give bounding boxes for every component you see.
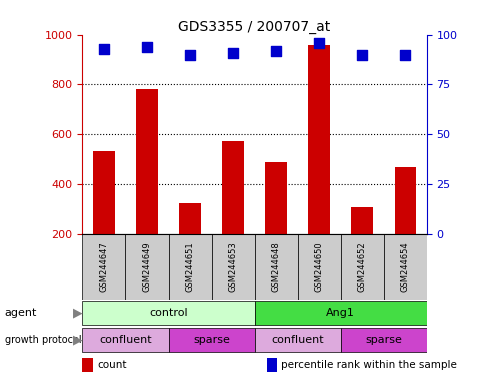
Bar	[297, 234, 340, 300]
Bar	[254, 328, 340, 352]
Point	[315, 40, 322, 46]
Text: GSM244647: GSM244647	[99, 242, 108, 292]
Text: sparse: sparse	[364, 335, 401, 345]
Bar	[82, 301, 254, 325]
Text: count: count	[97, 360, 126, 370]
Bar	[351, 207, 372, 234]
Text: percentile rank within the sample: percentile rank within the sample	[281, 360, 456, 370]
Point	[100, 45, 107, 51]
Bar	[254, 301, 426, 325]
Text: agent: agent	[5, 308, 37, 318]
Text: confluent: confluent	[99, 335, 151, 345]
Bar	[211, 234, 254, 300]
Bar	[93, 151, 115, 234]
Point	[229, 50, 237, 56]
Bar	[340, 328, 426, 352]
Bar	[222, 141, 243, 234]
Bar	[168, 234, 211, 300]
Bar	[393, 167, 415, 234]
Point	[143, 43, 151, 50]
Text: GSM244649: GSM244649	[142, 242, 151, 292]
Point	[401, 51, 408, 58]
Bar	[125, 234, 168, 300]
Text: GSM244648: GSM244648	[271, 242, 280, 292]
Bar	[254, 234, 297, 300]
Text: GSM244651: GSM244651	[185, 242, 194, 292]
Text: control: control	[149, 308, 187, 318]
Text: GSM244654: GSM244654	[400, 242, 409, 292]
Point	[272, 48, 279, 54]
Text: GSM244653: GSM244653	[228, 242, 237, 292]
Bar	[82, 234, 125, 300]
Text: GSM244650: GSM244650	[314, 242, 323, 292]
Bar	[265, 162, 287, 234]
Bar	[383, 234, 426, 300]
Bar	[340, 234, 383, 300]
Text: ▶: ▶	[73, 333, 82, 346]
Text: ▶: ▶	[73, 306, 82, 319]
Point	[186, 51, 194, 58]
Bar	[168, 328, 254, 352]
Bar	[136, 89, 157, 234]
Text: Ang1: Ang1	[326, 308, 354, 318]
Text: GSM244652: GSM244652	[357, 242, 366, 292]
Text: sparse: sparse	[193, 335, 229, 345]
Bar	[308, 45, 329, 234]
Title: GDS3355 / 200707_at: GDS3355 / 200707_at	[178, 20, 330, 33]
Bar	[179, 203, 200, 234]
Text: growth protocol: growth protocol	[5, 335, 81, 345]
Text: confluent: confluent	[271, 335, 323, 345]
Bar	[82, 328, 168, 352]
Point	[358, 51, 365, 58]
